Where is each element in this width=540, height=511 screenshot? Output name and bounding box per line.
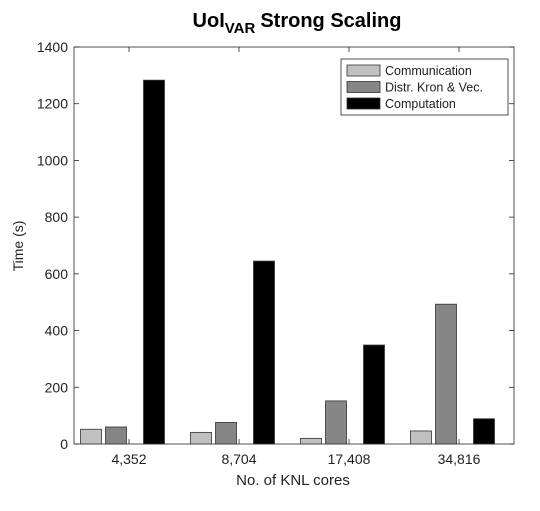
y-axis-label: Time (s) — [10, 221, 26, 272]
chart-title-subscript: VAR — [225, 20, 256, 37]
bar — [325, 400, 347, 445]
legend-swatch — [346, 97, 381, 110]
x-tick-label: 4,352 — [111, 451, 146, 467]
x-tick-label: 17,408 — [328, 451, 371, 467]
y-tick-label: 600 — [45, 266, 69, 282]
bar — [363, 344, 385, 445]
bar — [190, 431, 212, 445]
y-tick-label: 1000 — [37, 152, 68, 168]
bar — [80, 428, 102, 445]
chart-title: UoIVAR Strong Scaling — [193, 10, 402, 37]
y-tick-label: 1200 — [37, 96, 68, 112]
bar — [410, 430, 432, 445]
bar — [253, 260, 275, 445]
legend-swatch — [346, 64, 381, 77]
y-tick-label: 0 — [60, 436, 68, 452]
x-axis-label: No. of KNL cores — [236, 472, 350, 489]
legend-label: Distr. Kron & Vec. — [385, 81, 483, 95]
legend-label: Computation — [385, 97, 456, 111]
bar — [215, 422, 237, 445]
axes-box — [73, 46, 515, 445]
chart-title-main: UoI — [193, 10, 225, 32]
x-tick-label: 8,704 — [221, 451, 256, 467]
plot-area: 0 200 400 600 800 1000 1200 1400 4,352 8,704 17,40… — [37, 39, 515, 467]
y-tick-label: 1400 — [37, 39, 68, 55]
bar — [143, 79, 165, 445]
x-tick-label: 34,816 — [438, 451, 481, 467]
y-tick-label: 800 — [45, 209, 69, 225]
bar — [473, 418, 495, 445]
bar — [435, 303, 457, 445]
bar — [300, 437, 322, 445]
legend-swatch — [346, 81, 381, 93]
bar — [105, 426, 127, 445]
legend-label: Communication — [385, 64, 472, 78]
chart-title-rest: Strong Scaling — [260, 10, 401, 32]
y-tick-label: 200 — [45, 379, 69, 395]
y-tick-label: 400 — [45, 323, 69, 339]
